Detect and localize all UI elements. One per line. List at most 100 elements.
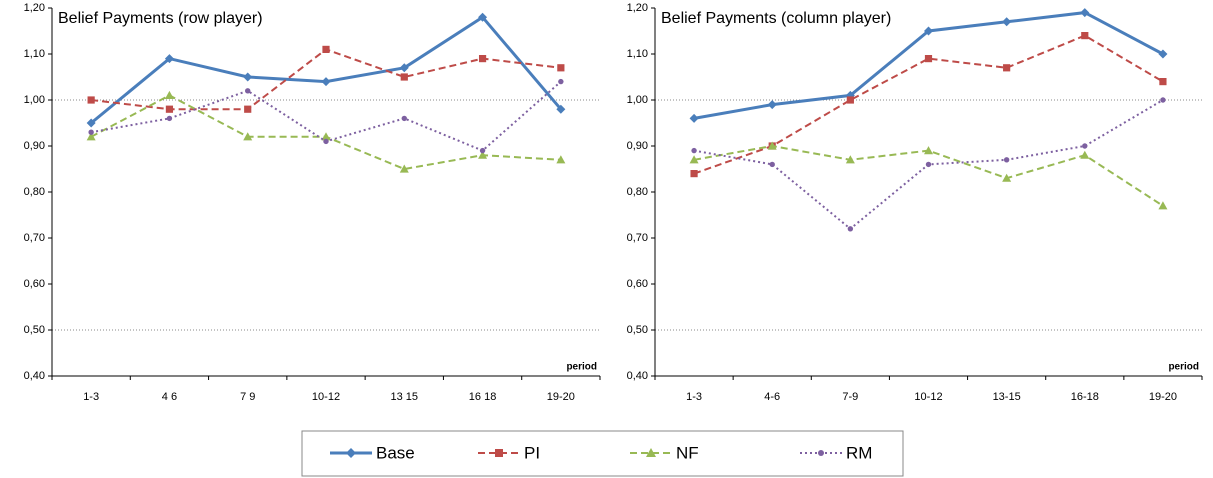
legend-marker [346, 448, 356, 458]
chart-title: Belief Payments (row player) [58, 10, 263, 27]
marker [1158, 201, 1168, 210]
marker [166, 115, 173, 122]
marker [478, 150, 488, 159]
marker [847, 226, 854, 232]
marker [1158, 49, 1168, 59]
marker [846, 96, 854, 104]
marker [87, 96, 95, 104]
x-tick-label: 1-3 [686, 391, 702, 403]
y-tick-label: 0,60 [627, 278, 648, 290]
marker [690, 170, 698, 178]
marker [243, 132, 253, 141]
legend-marker [495, 449, 503, 457]
marker [1080, 8, 1090, 18]
marker [845, 155, 855, 164]
legend-label: Base [376, 443, 415, 462]
y-tick-label: 0,40 [627, 370, 648, 382]
marker [322, 45, 330, 53]
x-tick-label: 7-9 [842, 391, 858, 403]
marker [401, 115, 407, 122]
marker [321, 77, 331, 87]
marker [399, 164, 409, 173]
marker [767, 141, 777, 150]
marker [925, 161, 932, 168]
marker [558, 78, 564, 85]
marker [243, 72, 253, 82]
x-tick-label: 4-6 [764, 391, 780, 403]
marker [924, 26, 933, 36]
marker [1082, 143, 1088, 149]
y-tick-label: 1,00 [24, 94, 45, 106]
legend-label: NF [676, 443, 699, 462]
y-tick-label: 0,50 [627, 324, 648, 336]
y-tick-label: 0,70 [627, 232, 648, 244]
marker [323, 138, 329, 145]
marker [1081, 32, 1089, 40]
x-tick-label: 16-18 [1071, 391, 1099, 403]
y-tick-label: 0,50 [24, 324, 45, 336]
marker [1160, 97, 1166, 103]
marker [556, 104, 566, 114]
marker [924, 146, 933, 155]
chart-title: Belief Payments (column player) [661, 10, 891, 27]
marker [769, 161, 775, 168]
y-tick-label: 1,20 [627, 2, 648, 14]
marker [1080, 150, 1090, 159]
marker [164, 54, 174, 64]
marker [321, 132, 331, 141]
marker [689, 155, 699, 164]
marker [689, 113, 699, 123]
x-axis-label: period [566, 362, 597, 373]
marker [86, 132, 96, 141]
marker [557, 64, 565, 72]
marker [556, 155, 566, 164]
marker [478, 55, 487, 63]
marker [1159, 78, 1167, 86]
x-tick-label: 13-15 [993, 391, 1021, 403]
x-tick-label: 10-12 [914, 391, 942, 403]
y-tick-label: 0,80 [24, 186, 45, 198]
x-tick-label: 7 9 [240, 391, 255, 403]
y-tick-label: 1,00 [627, 94, 648, 106]
marker [244, 105, 252, 113]
y-tick-label: 1,20 [24, 2, 45, 14]
series-line [90, 94, 561, 171]
x-tick-label: 13 15 [391, 391, 419, 403]
marker [478, 12, 488, 22]
marker [164, 90, 174, 99]
x-axis-label: period [1168, 362, 1199, 373]
x-tick-label: 4 6 [162, 391, 177, 403]
legend-marker [818, 450, 824, 456]
y-tick-label: 0,80 [627, 186, 648, 198]
y-tick-label: 0,90 [24, 140, 45, 152]
legend-label: PI [524, 443, 540, 462]
marker [1002, 17, 1012, 27]
series-line [693, 144, 1164, 207]
y-tick-label: 1,10 [627, 48, 648, 60]
x-tick-label: 19-20 [547, 391, 575, 403]
y-tick-label: 1,10 [24, 48, 45, 60]
x-tick-label: 19-20 [1149, 391, 1177, 403]
y-tick-label: 0,40 [24, 370, 45, 382]
marker [399, 63, 409, 73]
marker [1003, 157, 1010, 163]
marker [767, 100, 777, 110]
marker [479, 147, 486, 154]
x-tick-label: 16 18 [469, 391, 497, 403]
y-tick-label: 0,60 [24, 278, 45, 290]
marker [165, 105, 174, 113]
y-tick-label: 0,70 [24, 232, 45, 244]
y-tick-label: 0,90 [627, 140, 648, 152]
x-tick-label: 10-12 [312, 391, 340, 403]
marker [400, 73, 408, 81]
marker [245, 88, 251, 94]
marker [1003, 64, 1011, 72]
marker [86, 118, 96, 128]
marker [88, 129, 94, 135]
series-line [90, 15, 562, 125]
legend-box [301, 430, 904, 477]
marker [924, 55, 933, 63]
legend-label: RM [846, 443, 872, 462]
marker [1002, 173, 1012, 182]
